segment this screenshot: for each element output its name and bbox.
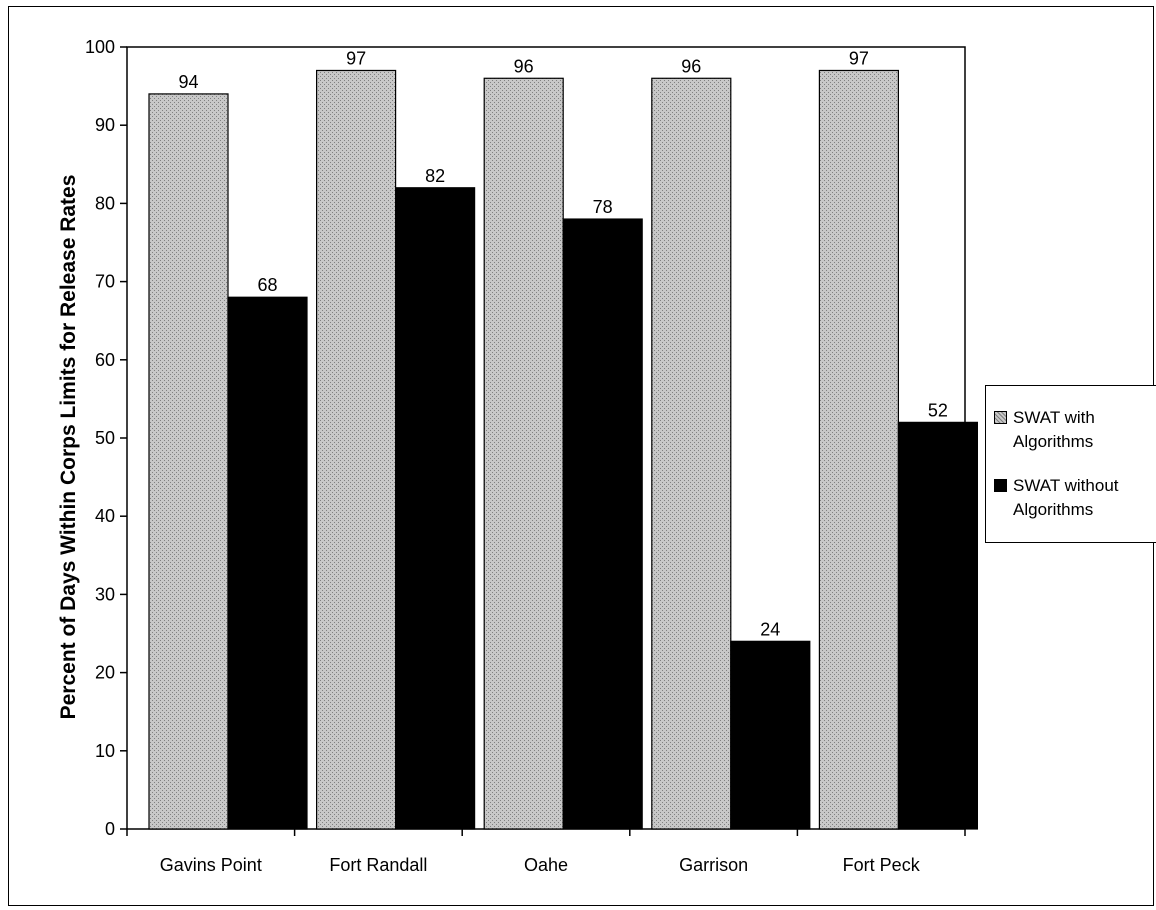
bar-without-algorithms bbox=[730, 640, 811, 830]
data-label: 82 bbox=[425, 166, 445, 186]
y-tick-label: 30 bbox=[95, 584, 115, 604]
y-axis-label: Percent of Days Within Corps Limits for … bbox=[57, 175, 80, 720]
data-label: 96 bbox=[514, 56, 534, 76]
x-category-label: Fort Peck bbox=[843, 855, 921, 875]
legend-label-line1: SWAT without bbox=[1013, 476, 1119, 495]
data-label: 94 bbox=[178, 72, 198, 92]
y-tick-label: 50 bbox=[95, 428, 115, 448]
bar-without-algorithms bbox=[227, 296, 308, 830]
x-category-label: Gavins Point bbox=[160, 855, 262, 875]
legend-swatch-hatched-icon bbox=[994, 411, 1007, 424]
data-label: 96 bbox=[681, 56, 701, 76]
data-label: 68 bbox=[257, 275, 277, 295]
bar-without-algorithms bbox=[395, 187, 476, 830]
legend-swatch-solid-icon bbox=[994, 479, 1007, 492]
legend: SWAT with Algorithms SWAT without Algori… bbox=[985, 385, 1156, 543]
legend-label-line2: Algorithms bbox=[1013, 432, 1094, 451]
bar-with-algorithms bbox=[483, 77, 564, 830]
data-label: 52 bbox=[928, 400, 948, 420]
legend-item-with-algorithms: SWAT with Algorithms bbox=[994, 406, 1156, 454]
plot-area: 0 10 20 30 40 50 60 70 80 90 100 94 68 Gavins Point 97… bbox=[85, 37, 979, 875]
data-label: 78 bbox=[593, 197, 613, 217]
legend-item-without-algorithms: SWAT without Algorithms bbox=[994, 474, 1156, 522]
bar-with-algorithms bbox=[316, 69, 397, 830]
y-tick-label: 20 bbox=[95, 663, 115, 683]
y-tick-label: 70 bbox=[95, 272, 115, 292]
legend-label-line1: SWAT with bbox=[1013, 408, 1095, 427]
data-label: 24 bbox=[760, 619, 780, 639]
bar-with-algorithms bbox=[148, 93, 229, 830]
bar-with-algorithms bbox=[818, 69, 900, 830]
bar-without-algorithms bbox=[897, 421, 979, 830]
x-category-label: Fort Randall bbox=[329, 855, 427, 875]
y-tick-label: 80 bbox=[95, 193, 115, 213]
y-tick-label: 100 bbox=[85, 37, 115, 57]
data-label: 97 bbox=[849, 48, 869, 68]
data-label: 97 bbox=[346, 48, 366, 68]
bar-without-algorithms bbox=[562, 218, 643, 830]
y-tick-label: 10 bbox=[95, 741, 115, 761]
bar-with-algorithms bbox=[651, 77, 732, 830]
x-category-label: Garrison bbox=[679, 855, 748, 875]
y-tick-label: 0 bbox=[105, 819, 115, 839]
legend-label-line2: Algorithms bbox=[1013, 500, 1094, 519]
y-tick-label: 90 bbox=[95, 115, 115, 135]
x-category-label: Oahe bbox=[524, 855, 568, 875]
y-tick-label: 40 bbox=[95, 506, 115, 526]
y-tick-label: 60 bbox=[95, 350, 115, 370]
